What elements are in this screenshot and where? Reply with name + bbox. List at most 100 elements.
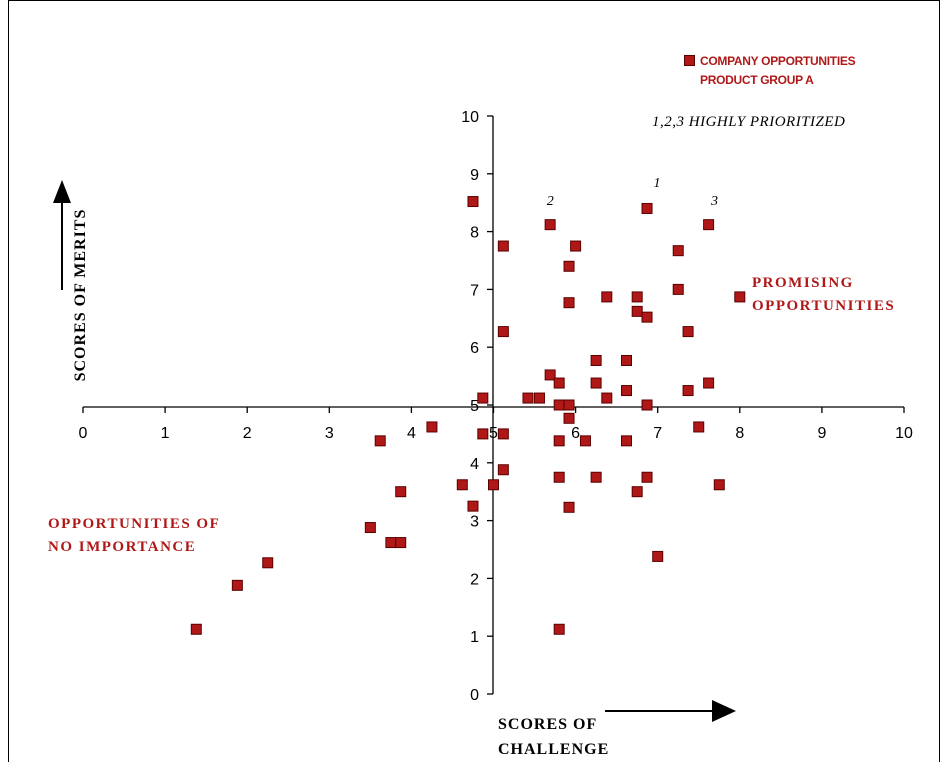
data-point bbox=[621, 435, 633, 447]
data-point bbox=[395, 537, 407, 549]
y-tick-label-10: 10 bbox=[461, 109, 479, 126]
data-point bbox=[395, 486, 407, 498]
x-tick-label-3: 3 bbox=[325, 425, 334, 442]
x-tick-label-4: 4 bbox=[407, 425, 416, 442]
challenge-arrow-head bbox=[712, 700, 736, 722]
data-point bbox=[553, 623, 565, 635]
data-point bbox=[544, 369, 556, 381]
data-point bbox=[579, 435, 591, 447]
data-point bbox=[497, 326, 509, 338]
y-axis-label: SCORES OF MERITS bbox=[72, 208, 89, 382]
quadrant-label-no-importance: OPPORTUNITIES OF NO IMPORTANCE bbox=[48, 513, 220, 559]
x-tick-label-8: 8 bbox=[735, 425, 744, 442]
data-point bbox=[641, 202, 653, 214]
data-points bbox=[190, 196, 746, 635]
no-importance-line-2: NO IMPORTANCE bbox=[48, 539, 197, 555]
x-axis-label: SCORES OF CHALLENGE bbox=[498, 712, 609, 762]
data-point bbox=[734, 291, 746, 303]
x-tick-label-6: 6 bbox=[571, 425, 580, 442]
data-point bbox=[553, 399, 565, 411]
data-point bbox=[456, 479, 468, 491]
y-tick-label-6: 6 bbox=[470, 340, 479, 357]
data-point bbox=[477, 392, 489, 404]
data-point bbox=[563, 297, 575, 309]
data-point bbox=[544, 219, 556, 231]
y-tick-label-4: 4 bbox=[470, 456, 479, 473]
data-point bbox=[467, 196, 479, 208]
data-point bbox=[385, 537, 397, 549]
merits-arrow-head bbox=[53, 180, 71, 203]
data-point bbox=[703, 377, 715, 389]
x-tick-label-1: 1 bbox=[161, 425, 170, 442]
data-point bbox=[467, 500, 479, 512]
data-point bbox=[426, 421, 438, 433]
chart-frame bbox=[8, 0, 940, 762]
quadrant-label-promising: PROMISING OPPORTUNITIES bbox=[752, 272, 895, 318]
x-tick-label-2: 2 bbox=[243, 425, 252, 442]
data-point bbox=[641, 471, 653, 483]
data-point bbox=[497, 464, 509, 476]
data-point bbox=[262, 557, 274, 569]
data-point bbox=[631, 291, 643, 303]
data-point bbox=[533, 392, 545, 404]
x-axis-label-line-1: SCORES OF bbox=[498, 716, 598, 733]
data-point bbox=[682, 385, 694, 397]
data-point bbox=[553, 471, 565, 483]
data-point bbox=[522, 392, 534, 404]
data-point bbox=[590, 354, 602, 366]
x-tick-label-0: 0 bbox=[79, 425, 88, 442]
data-point bbox=[590, 471, 602, 483]
data-point bbox=[601, 392, 613, 404]
data-point bbox=[364, 522, 376, 534]
data-point bbox=[477, 428, 489, 440]
data-point bbox=[652, 550, 664, 562]
data-point bbox=[621, 354, 633, 366]
data-point bbox=[641, 399, 653, 411]
y-tick-label-8: 8 bbox=[470, 225, 479, 242]
y-tick-label-2: 2 bbox=[470, 571, 479, 588]
data-point bbox=[672, 245, 684, 257]
data-point bbox=[231, 579, 243, 591]
data-point bbox=[563, 399, 575, 411]
y-tick-label-1: 1 bbox=[470, 629, 479, 646]
data-point bbox=[631, 305, 643, 317]
data-point bbox=[713, 479, 725, 491]
x-tick-label-9: 9 bbox=[817, 425, 826, 442]
data-point bbox=[497, 240, 509, 252]
data-point bbox=[672, 283, 684, 295]
data-point bbox=[570, 240, 582, 252]
data-point bbox=[693, 421, 705, 433]
data-point bbox=[641, 311, 653, 323]
legend-line-2: PRODUCT GROUP A bbox=[700, 73, 814, 87]
data-point bbox=[497, 428, 509, 440]
x-axis-label-line-2: CHALLENGE bbox=[498, 741, 610, 758]
x-tick-label-7: 7 bbox=[653, 425, 662, 442]
data-point bbox=[488, 479, 499, 491]
x-tick-label-5: 5 bbox=[489, 425, 498, 442]
x-tick-label-10: 10 bbox=[895, 425, 913, 442]
data-point bbox=[563, 412, 575, 424]
promising-line-1: PROMISING bbox=[752, 275, 854, 291]
y-tick-label-3: 3 bbox=[470, 514, 479, 531]
legend-swatch bbox=[684, 55, 695, 66]
data-point bbox=[590, 377, 602, 389]
data-point bbox=[374, 435, 386, 447]
priority-label-3: 3 bbox=[710, 193, 718, 209]
data-point bbox=[601, 291, 613, 303]
priority-label-1: 1 bbox=[653, 176, 661, 192]
legend-line-1: COMPANY OPPORTUNITIES bbox=[700, 54, 856, 68]
data-point bbox=[553, 435, 565, 447]
y-tick-label-0: 0 bbox=[470, 687, 479, 704]
legend-text: COMPANY OPPORTUNITIES PRODUCT GROUP A bbox=[700, 52, 856, 90]
data-point bbox=[553, 377, 565, 389]
y-axis-label-wrap: SCORES OF MERITS bbox=[61, 180, 101, 410]
data-point bbox=[190, 623, 202, 635]
no-importance-line-1: OPPORTUNITIES OF bbox=[48, 516, 221, 532]
y-tick-label-9: 9 bbox=[470, 167, 479, 184]
data-point bbox=[563, 501, 575, 513]
y-tick-label-7: 7 bbox=[470, 282, 479, 299]
data-point bbox=[703, 219, 715, 231]
data-point bbox=[631, 486, 643, 498]
